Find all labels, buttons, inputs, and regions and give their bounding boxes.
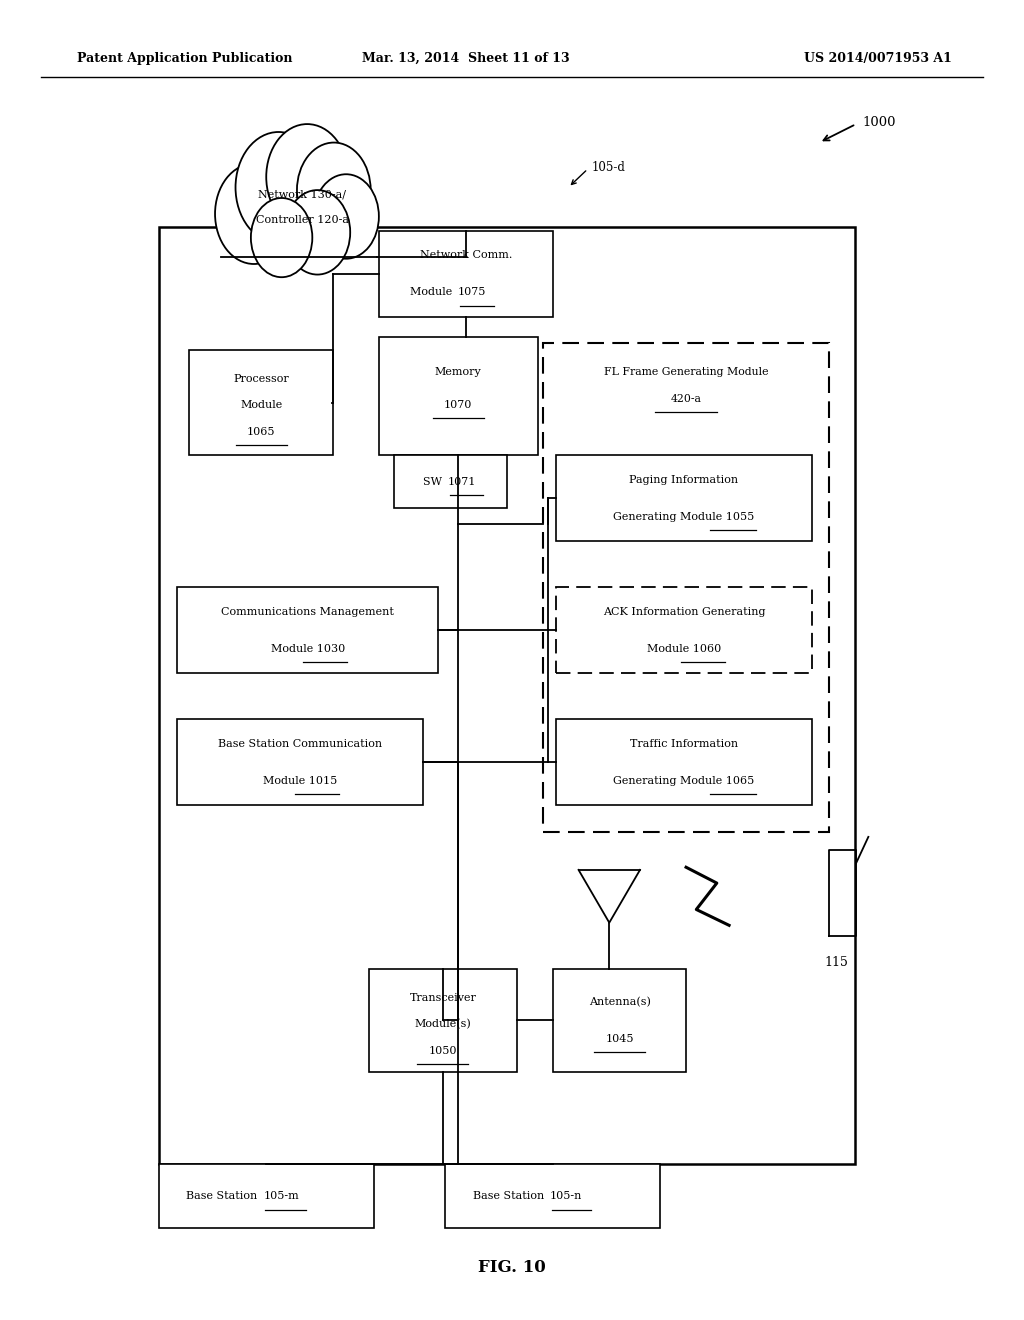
Text: 1050: 1050 xyxy=(429,1045,457,1056)
Text: Controller 120-a: Controller 120-a xyxy=(256,215,348,226)
Text: Module: Module xyxy=(240,400,283,411)
Text: 1000: 1000 xyxy=(862,116,896,129)
Bar xyxy=(159,1164,374,1228)
Bar xyxy=(177,719,423,805)
Text: Network 130-a/: Network 130-a/ xyxy=(258,189,346,199)
Circle shape xyxy=(251,198,312,277)
Bar xyxy=(394,455,507,508)
Bar xyxy=(556,455,812,541)
Text: Transceiver: Transceiver xyxy=(410,993,476,1003)
Text: ACK Information Generating: ACK Information Generating xyxy=(603,607,765,616)
Text: Module 1015: Module 1015 xyxy=(263,776,337,785)
Text: Communications Management: Communications Management xyxy=(221,607,394,616)
Text: 1075: 1075 xyxy=(458,288,486,297)
Text: 105-d: 105-d xyxy=(592,161,626,174)
Circle shape xyxy=(215,164,293,264)
Text: 105-m: 105-m xyxy=(263,1191,299,1201)
Text: 420-a: 420-a xyxy=(671,393,701,404)
Circle shape xyxy=(297,143,371,238)
Bar xyxy=(543,343,829,832)
Text: Generating Module 1065: Generating Module 1065 xyxy=(613,776,755,785)
Bar xyxy=(556,587,812,673)
Text: 1071: 1071 xyxy=(447,477,476,487)
Text: Generating Module 1055: Generating Module 1055 xyxy=(613,512,755,521)
Text: Mar. 13, 2014  Sheet 11 of 13: Mar. 13, 2014 Sheet 11 of 13 xyxy=(362,51,569,65)
Text: 1065: 1065 xyxy=(247,426,275,437)
Text: Module 1060: Module 1060 xyxy=(647,644,721,653)
Bar xyxy=(553,969,686,1072)
Circle shape xyxy=(313,174,379,259)
Text: Module 1030: Module 1030 xyxy=(270,644,345,653)
Text: 115: 115 xyxy=(824,956,848,969)
Text: Base Station Communication: Base Station Communication xyxy=(218,739,382,748)
Text: FIG. 10: FIG. 10 xyxy=(478,1259,546,1275)
Text: 105-n: 105-n xyxy=(550,1191,583,1201)
Bar xyxy=(177,587,438,673)
Bar xyxy=(369,969,517,1072)
Text: Module: Module xyxy=(410,288,456,297)
Text: Antenna(s): Antenna(s) xyxy=(589,997,650,1007)
Text: Memory: Memory xyxy=(435,367,481,378)
Circle shape xyxy=(285,190,350,275)
Bar xyxy=(556,719,812,805)
Text: Paging Information: Paging Information xyxy=(630,475,738,484)
Circle shape xyxy=(236,132,322,243)
Text: FL Frame Generating Module: FL Frame Generating Module xyxy=(604,367,768,378)
Bar xyxy=(159,227,855,1164)
Bar xyxy=(379,231,553,317)
Text: US 2014/0071953 A1: US 2014/0071953 A1 xyxy=(805,51,952,65)
Bar xyxy=(189,350,333,455)
Text: 1070: 1070 xyxy=(444,400,472,411)
Bar xyxy=(445,1164,660,1228)
Text: Network Comm.: Network Comm. xyxy=(420,251,512,260)
Text: Traffic Information: Traffic Information xyxy=(630,739,738,748)
Text: Base Station: Base Station xyxy=(186,1191,261,1201)
Circle shape xyxy=(266,124,348,230)
Text: Module(s): Module(s) xyxy=(415,1019,471,1030)
Text: Processor: Processor xyxy=(233,374,289,384)
Text: Patent Application Publication: Patent Application Publication xyxy=(77,51,292,65)
Text: 1045: 1045 xyxy=(605,1034,634,1044)
Bar xyxy=(379,337,538,455)
Text: Base Station: Base Station xyxy=(473,1191,548,1201)
Text: SW: SW xyxy=(423,477,445,487)
